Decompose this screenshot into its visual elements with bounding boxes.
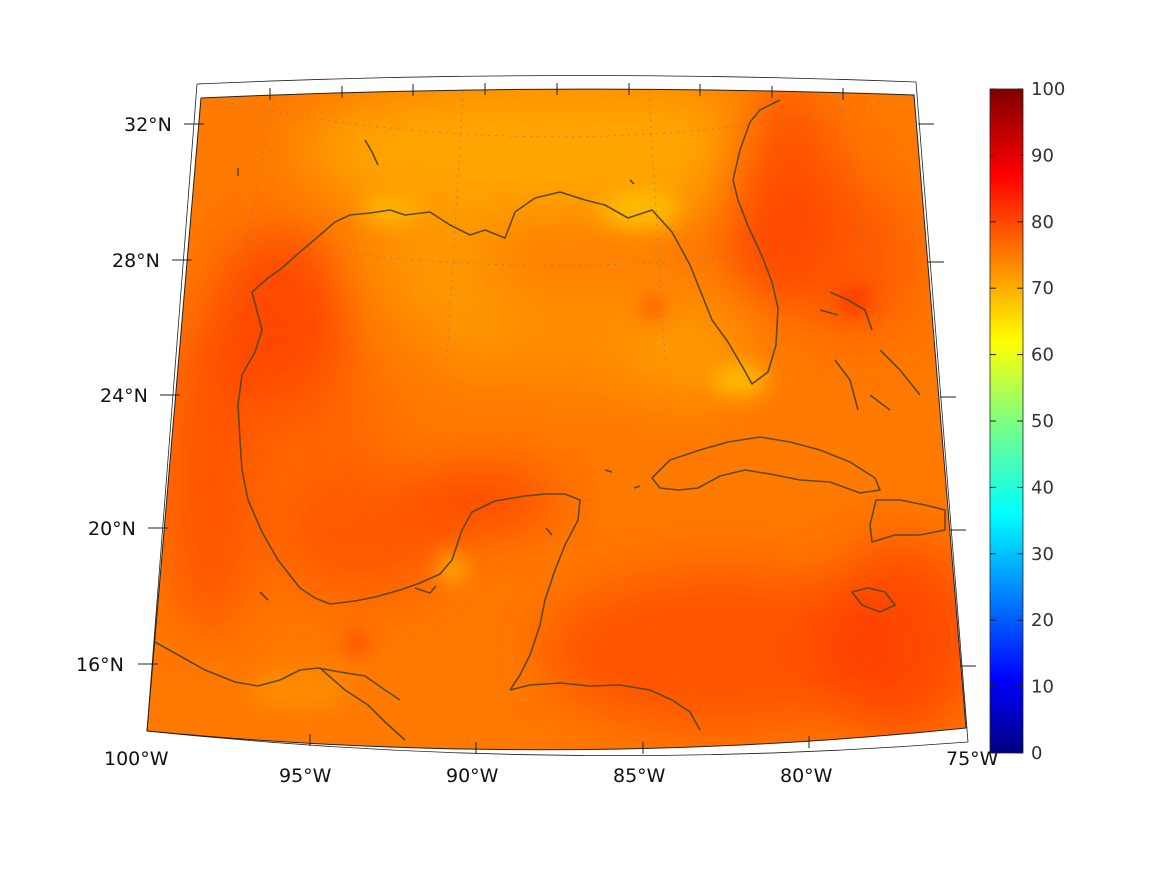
meridian-85	[624, 89, 666, 359]
lat-label-28: 28°N	[112, 250, 160, 272]
colorbar-label-20: 20	[1031, 610, 1054, 631]
colorbar-label-40: 40	[1031, 477, 1054, 498]
lon-label-80: 80°W	[780, 765, 833, 787]
lat-label-32: 32°N	[124, 114, 172, 136]
lon-label-100: 100°W	[104, 748, 169, 770]
bahamas-islands	[819, 291, 921, 411]
central-america-caribbean	[509, 682, 701, 731]
central-america-pacific	[319, 667, 406, 741]
colorbar-label-10: 10	[1031, 677, 1054, 698]
meridian-80	[759, 89, 882, 333]
colorbar-label-0: 0	[1031, 743, 1042, 764]
lon-label-90: 90°W	[446, 765, 499, 787]
colorbar-label-70: 70	[1031, 278, 1054, 299]
colorbar-label-90: 90	[1031, 145, 1054, 166]
cuba-coastline	[651, 436, 881, 494]
lon-label-95: 95°W	[279, 765, 332, 787]
lat-label-24: 24°N	[100, 385, 148, 407]
central-america-coast	[154, 641, 401, 701]
meridian-95	[230, 89, 353, 333]
lat-label-20: 20°N	[88, 518, 136, 540]
colorbar-ticks: 0 10 20 30 40 50 60 70 80 90 100	[990, 79, 1065, 764]
map-frame	[146, 75, 969, 757]
colorbar-label-100: 100	[1031, 79, 1065, 100]
colorbar-label-60: 60	[1031, 345, 1054, 366]
data-field	[147, 89, 966, 750]
lon-label-75: 75°W	[946, 748, 999, 770]
colorbar-label-80: 80	[1031, 212, 1054, 233]
meridian-90	[446, 89, 488, 359]
jamaica-coastline	[851, 587, 896, 613]
gulf-coastline	[237, 191, 701, 691]
colorbar-label-50: 50	[1031, 411, 1054, 432]
longitude-labels: 100°W 95°W 90°W 85°W 80°W 75°W	[104, 748, 999, 787]
lon-label-85: 85°W	[613, 765, 666, 787]
lat-label-16: 16°N	[76, 654, 124, 676]
frame-ticks	[138, 83, 976, 754]
latitude-labels: 32°N 28°N 24°N 20°N 16°N	[76, 114, 172, 676]
hispaniola-coastline	[869, 499, 946, 543]
graticule	[90, 0, 1022, 359]
colorbar: 0 10 20 30 40 50 60 70 80 90 100	[989, 79, 1065, 764]
florida-coastline	[699, 99, 781, 385]
parallel-24	[90, 0, 1022, 8]
coastlines	[154, 99, 946, 741]
colorbar-label-30: 30	[1031, 544, 1054, 565]
